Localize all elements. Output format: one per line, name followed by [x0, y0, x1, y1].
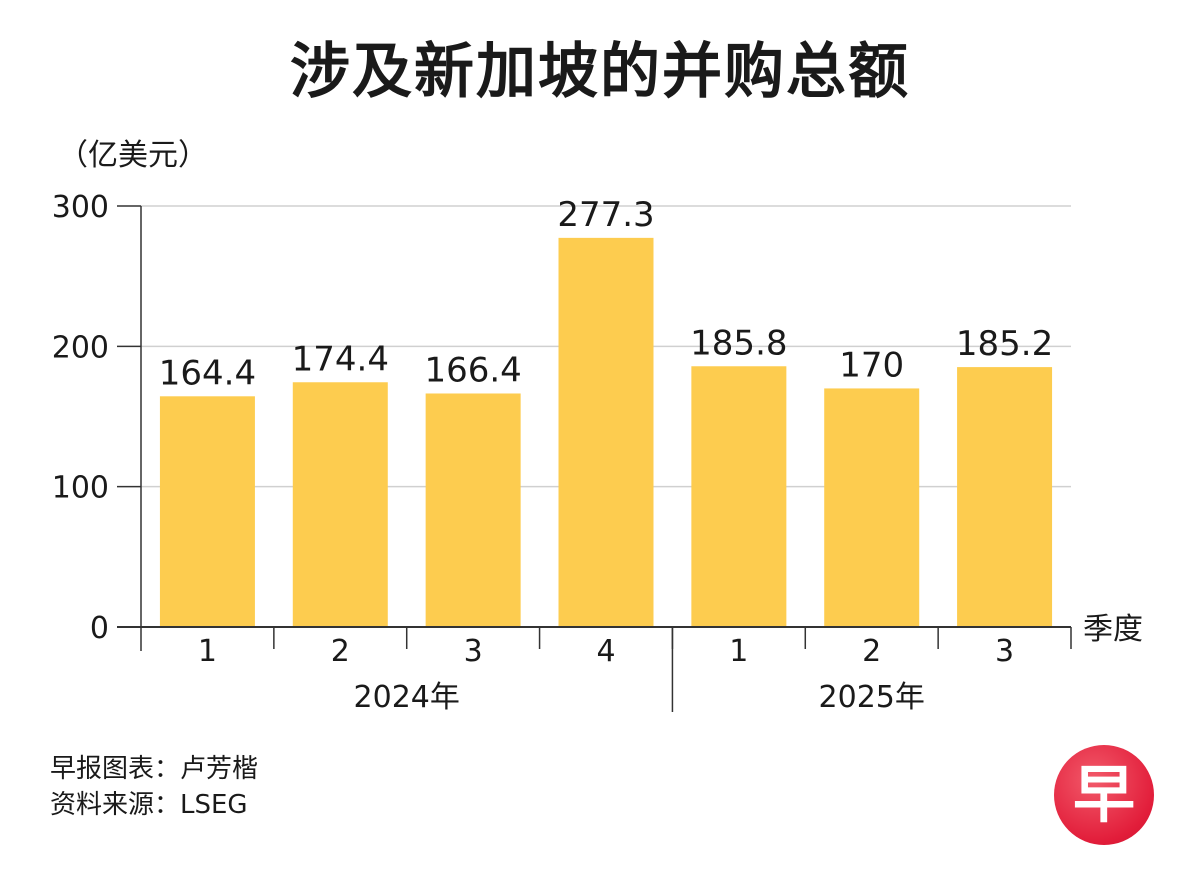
axes	[117, 205, 1072, 712]
value-label: 174.4	[292, 339, 389, 379]
y-tick-label: 0	[90, 611, 109, 646]
value-label: 164.4	[159, 353, 256, 393]
chart-title: 涉及新加坡的并购总额	[290, 37, 910, 107]
bar	[292, 382, 388, 627]
value-label: 185.8	[690, 323, 787, 363]
category-label: 3	[464, 634, 483, 669]
x-axis-label: 季度	[1083, 612, 1143, 647]
category-label: 4	[596, 634, 615, 669]
category-label: 1	[729, 634, 748, 669]
category-label: 2	[331, 634, 350, 669]
y-tick-label: 200	[52, 330, 109, 365]
unit-label: （亿美元）	[58, 138, 208, 173]
value-label: 166.4	[424, 350, 521, 390]
value-label: 170	[839, 345, 904, 385]
zaobao-logo: 早	[1054, 745, 1154, 845]
logo-text: 早	[1072, 758, 1135, 831]
y-tick-label: 300	[52, 190, 109, 225]
category-label: 1	[198, 634, 217, 669]
bar	[957, 367, 1053, 627]
bar	[824, 388, 920, 627]
footer-credit: 早报图表：卢芳楷	[50, 754, 259, 784]
bars	[159, 237, 1053, 628]
bar	[691, 366, 787, 627]
bar	[425, 393, 521, 627]
value-label: 277.3	[557, 195, 654, 235]
labels: 0 100 200 300 164.4 1 174.4 2 166.4 3 277.3 4 185.8 1…	[52, 190, 1143, 715]
year-group-label: 2024年	[354, 680, 460, 715]
footer-source: 资料来源：LSEG	[50, 790, 248, 820]
year-group-label: 2025年	[819, 680, 925, 715]
category-label: 2	[862, 634, 881, 669]
value-label: 185.2	[956, 324, 1053, 364]
y-tick-label: 100	[52, 471, 109, 506]
bar	[558, 237, 654, 628]
bar	[159, 396, 255, 627]
category-label: 3	[995, 634, 1014, 669]
